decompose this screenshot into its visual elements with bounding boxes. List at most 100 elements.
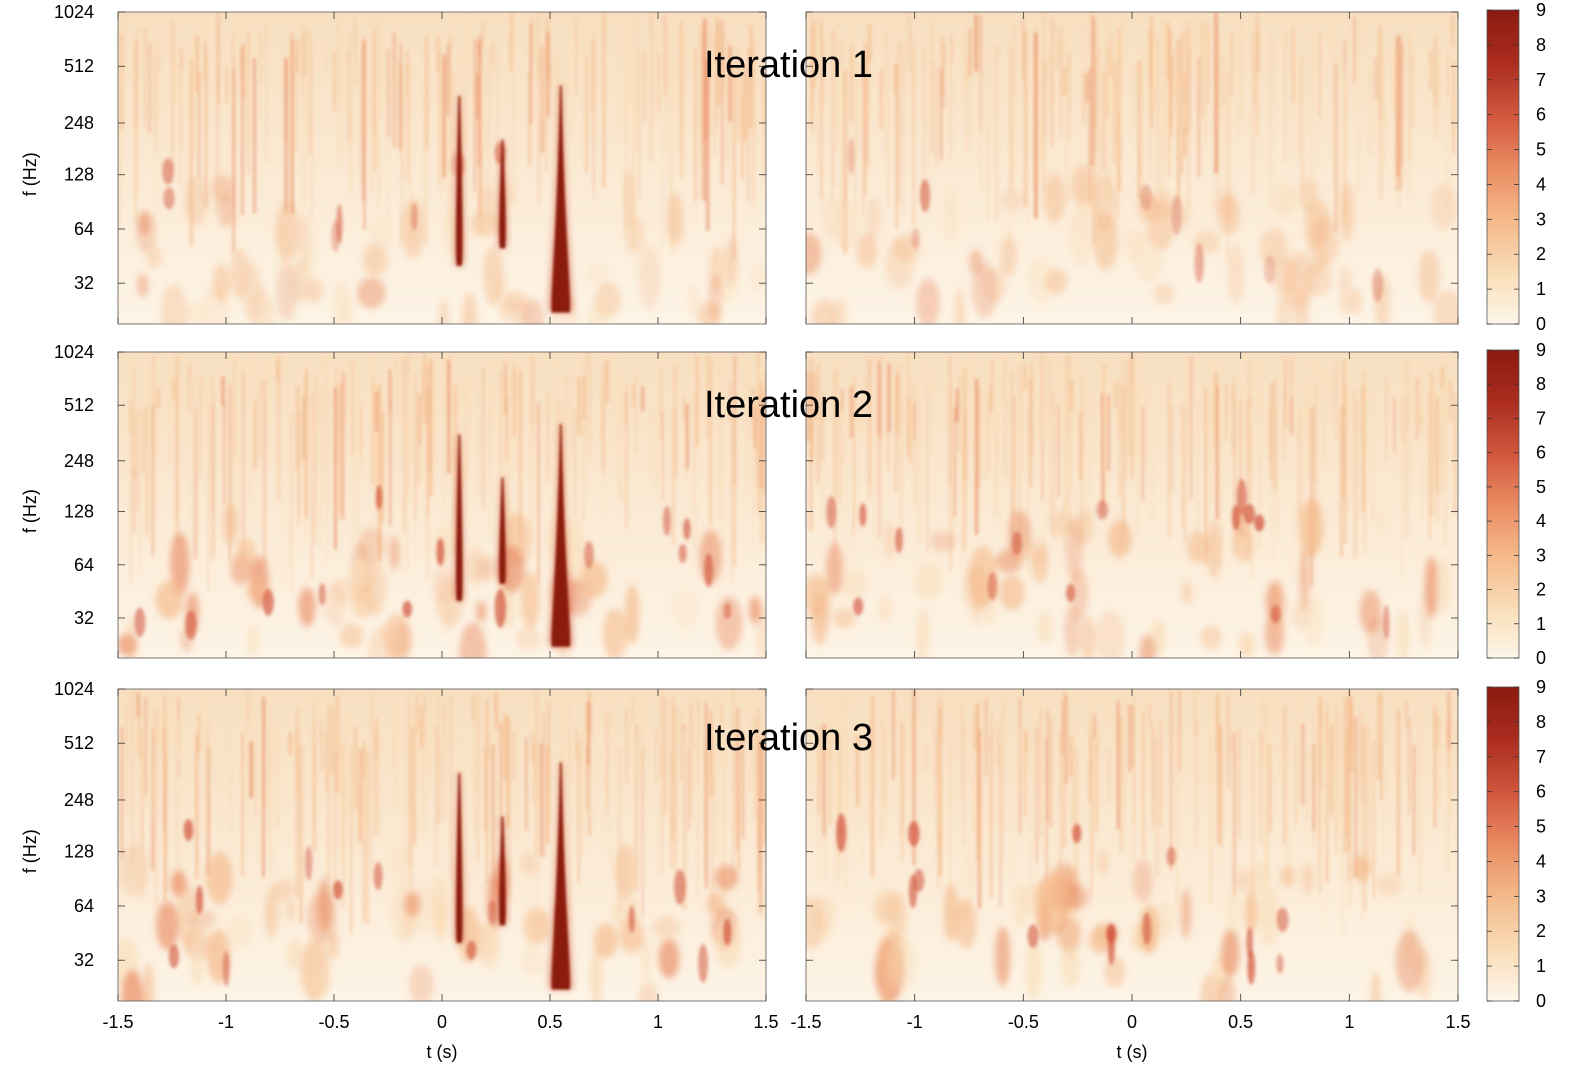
noise-blob [1272,257,1299,297]
noise-streak [589,734,591,822]
noise-streak [366,751,370,926]
noise-streak [201,18,204,104]
noise-streak [465,41,469,66]
noise-streak [863,62,867,196]
noise-streak [1430,371,1433,516]
noise-streak [190,59,193,246]
noise-blob [357,527,385,565]
residual-spots [168,819,732,987]
noise-streak [680,709,682,781]
noise-streak [835,23,839,150]
noise-streak [436,35,439,72]
noise-streak [156,51,158,126]
noise-streak [625,708,628,785]
noise-streak [1344,73,1346,229]
noise-streak [442,54,446,178]
noise-streak [223,402,225,505]
noise-streak [393,32,396,148]
residual-spot [1236,478,1247,515]
noise-streak [130,402,132,585]
noise-blob [1293,287,1309,324]
noise-streak [892,690,895,780]
noise-streak [1155,746,1158,875]
noise-streak [552,40,554,224]
noise-streak [938,748,940,850]
noise-streak [351,360,354,455]
noise-blob [443,518,455,563]
noise-streak [483,25,486,201]
noise-streak [1066,354,1069,437]
noise-streak [731,412,733,584]
noise-streak [821,393,824,423]
noise-streak [1116,701,1120,830]
noise-streak [408,67,412,244]
noise-streak [1335,64,1337,232]
noise-streak [229,740,232,835]
noise-streak [1088,68,1091,204]
noise-streak [708,21,711,136]
noise-streak [1062,353,1064,518]
noise-streak [1189,412,1191,453]
noise-streak [169,21,171,59]
noise-streak [168,696,171,749]
noise-streak [674,408,677,479]
noise-streak [925,744,927,771]
noise-streak [737,56,740,143]
noise-streak [874,405,876,553]
noise-blob [483,246,504,306]
noise-streak [1150,715,1153,781]
noise-streak [1340,405,1343,557]
noise-streak [338,18,340,167]
noise-streak [1128,357,1131,457]
noise-streak [1226,71,1228,261]
y-tick-label: 248 [64,790,94,810]
noise-streak [1176,39,1180,207]
noise-streak [314,374,317,545]
noise-streak [1274,698,1277,741]
residual-spot [318,582,326,606]
noise-blob [602,608,628,658]
noise-streak [840,62,844,249]
noise-streak [1221,70,1223,128]
colorbar-tick-label: 4 [1536,511,1546,531]
noise-streak [842,395,844,467]
noise-streak [177,718,181,908]
noise-streak [1150,15,1153,129]
noise-streak [351,400,353,549]
noise-streak [1256,30,1260,73]
noise-blob [586,263,609,286]
noise-blob [1000,189,1025,211]
noise-streak [482,19,484,48]
noise-streak [975,378,978,535]
noise-streak [759,381,762,489]
noise-streak [1063,365,1066,550]
residual-spot [222,950,230,987]
noise-streak [755,19,758,169]
noise-streak [1283,705,1286,845]
noise-streak [1349,703,1352,751]
noise-streak [671,697,675,842]
noise-streak [1052,390,1055,539]
noise-streak [153,383,156,551]
signal-chirp [497,139,508,249]
residual-spots [848,138,1384,302]
noise-streak [1343,698,1347,853]
noise-streak [134,40,137,221]
noise-streak [1333,716,1335,764]
colorbar-tick-label: 1 [1536,956,1546,976]
noise-blob [1061,946,1080,989]
noise-streak [138,700,140,871]
noise-streak [635,723,638,891]
noise-streak [144,697,147,797]
residual-spot [1383,604,1390,640]
noise-streak [1412,54,1415,128]
noise-streak [1113,62,1116,165]
noise-streak [862,67,864,219]
noise-streak [831,34,834,206]
colorbar-tick-label: 7 [1536,747,1546,767]
noise-streak [755,399,757,487]
noise-streak [488,47,490,208]
noise-streak [1367,724,1370,873]
noise-streak [979,73,983,193]
